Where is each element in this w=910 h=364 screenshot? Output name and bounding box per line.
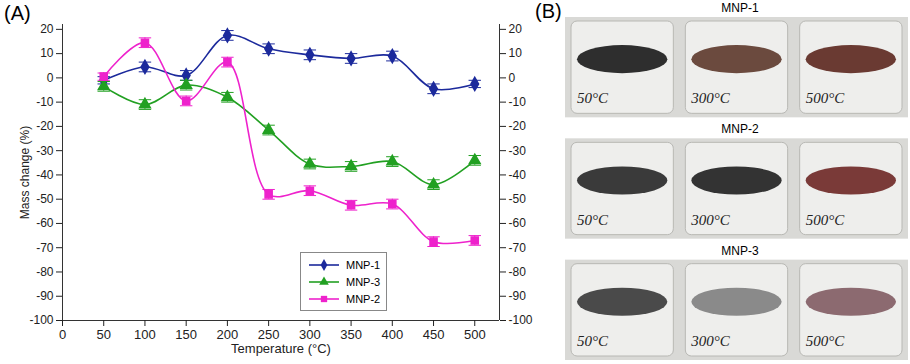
svg-text:10: 10 [40, 46, 54, 60]
svg-text:500°C: 500°C [806, 333, 845, 349]
svg-text:400: 400 [381, 327, 403, 342]
svg-text:-90: -90 [509, 289, 527, 303]
svg-text:50: 50 [96, 327, 110, 342]
svg-text:300°C: 300°C [690, 212, 730, 228]
html-text:MNP-3: MNP-3 [346, 275, 381, 288]
svg-text:-70: -70 [36, 241, 54, 255]
svg-text:-60: -60 [36, 216, 54, 230]
svg-text:-100: -100 [509, 313, 533, 327]
svg-text:-90: -90 [36, 289, 54, 303]
svg-text:-40: -40 [509, 168, 527, 182]
svg-text:-20: -20 [509, 119, 527, 133]
svg-text:-80: -80 [509, 265, 527, 279]
svg-text:250: 250 [258, 327, 280, 342]
svg-text:(B): (B) [535, 0, 562, 22]
svg-text:-20: -20 [36, 119, 54, 133]
svg-text:-80: -80 [36, 265, 54, 279]
svg-text:-10: -10 [509, 95, 527, 109]
svg-text:-100: -100 [29, 313, 53, 327]
svg-text:-30: -30 [36, 144, 54, 158]
svg-text:MNP-3: MNP-3 [721, 244, 759, 258]
svg-text:200: 200 [217, 327, 239, 342]
svg-text:50°C: 50°C [577, 90, 609, 106]
svg-text:300: 300 [299, 327, 321, 342]
svg-text:MNP-1: MNP-1 [721, 1, 759, 15]
svg-text:0: 0 [59, 327, 66, 342]
svg-text:Temperature (°C): Temperature (°C) [231, 341, 331, 356]
svg-text:-10: -10 [36, 95, 54, 109]
svg-text:50°C: 50°C [577, 212, 609, 228]
svg-text:450: 450 [423, 327, 445, 342]
svg-text:300°C: 300°C [690, 333, 730, 349]
svg-text:10: 10 [509, 46, 523, 60]
svg-text:20: 20 [40, 22, 54, 36]
svg-text:-50: -50 [36, 192, 54, 206]
html-text:(A): (A) [4, 2, 31, 24]
svg-text:150: 150 [175, 327, 197, 342]
svg-text:-60: -60 [509, 216, 527, 230]
svg-text:350: 350 [340, 327, 362, 342]
svg-text:500°C: 500°C [806, 90, 845, 106]
svg-text:0: 0 [509, 71, 516, 85]
html-text:MNP-2: MNP-2 [346, 292, 381, 305]
svg-text:300°C: 300°C [690, 90, 730, 106]
html-text:MNP-1: MNP-1 [346, 258, 381, 271]
svg-text:Mass change (%): Mass change (%) [18, 126, 32, 219]
svg-text:500°C: 500°C [806, 212, 845, 228]
svg-text:MNP-2: MNP-2 [721, 122, 759, 136]
svg-text:20: 20 [509, 22, 523, 36]
svg-text:500: 500 [464, 327, 486, 342]
svg-text:0: 0 [47, 71, 54, 85]
svg-text:100: 100 [134, 327, 156, 342]
svg-text:-30: -30 [509, 144, 527, 158]
svg-text:50°C: 50°C [577, 333, 609, 349]
svg-text:-40: -40 [36, 168, 54, 182]
svg-text:-50: -50 [509, 192, 527, 206]
svg-text:-70: -70 [509, 241, 527, 255]
